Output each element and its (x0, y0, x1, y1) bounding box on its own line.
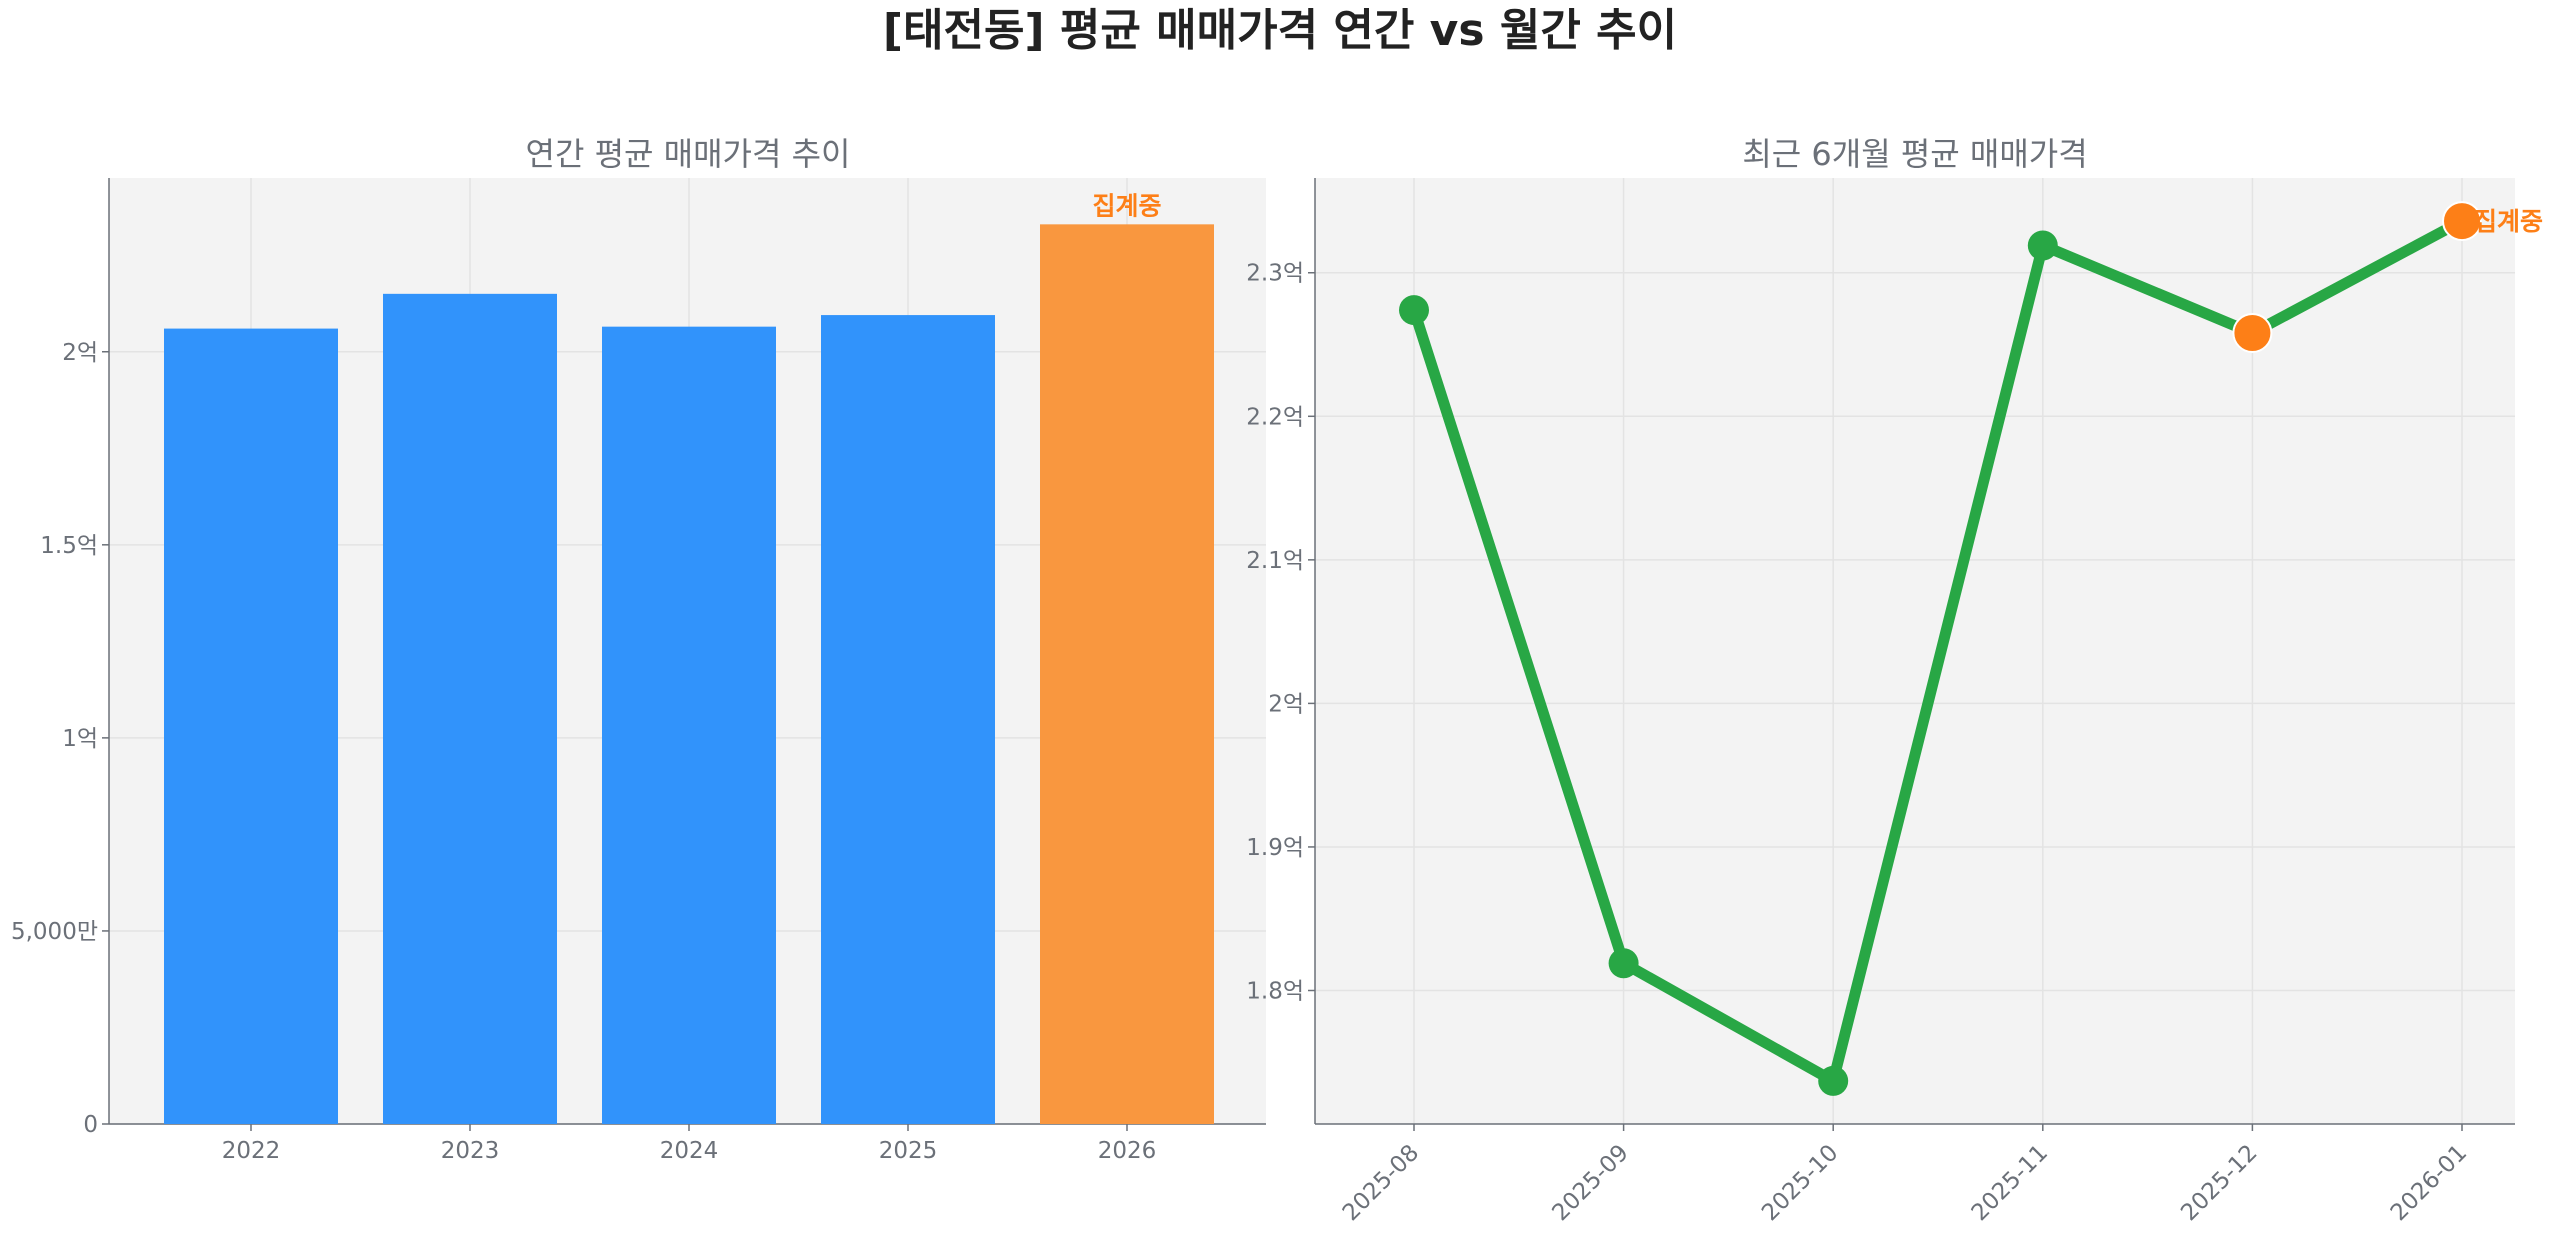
bar-2024 (602, 326, 776, 1125)
bar-2025 (821, 315, 995, 1124)
y-tick-label: 0 (83, 1112, 98, 1138)
point-2025-10 (1818, 1065, 1849, 1096)
bar-2026 (1040, 224, 1214, 1124)
plot-area (1315, 178, 2515, 1124)
point-2025-12 (2232, 313, 2273, 354)
monthly-chart-title: 최근 6개월 평균 매매가격 (1742, 135, 2087, 173)
point-2025-11 (2027, 230, 2058, 261)
bar-2022 (164, 328, 338, 1124)
x-tick-label: 2025 (879, 1138, 938, 1164)
y-tick-label: 2.3억 (1246, 261, 1304, 287)
y-tick-label: 2억 (1268, 691, 1304, 717)
x-tick-label: 2025-12 (2176, 1140, 2262, 1226)
y-tick-label: 2.2억 (1246, 404, 1304, 430)
y-tick-label: 1.9억 (1246, 835, 1304, 861)
bar-2023 (383, 293, 557, 1124)
point-2025-09 (1608, 948, 1639, 979)
annual-bar-chart: 0 5,000만 1억 1.5억 2억 2022 2023 2024 2025 2026 집계중 (11, 178, 1266, 1164)
x-tick-label: 2026-01 (2386, 1140, 2472, 1226)
x-tick-label: 2023 (441, 1138, 500, 1164)
x-tick-label: 2025-11 (1967, 1140, 2053, 1226)
point-2025-08 (1399, 295, 1429, 326)
point-2026-01 (2442, 201, 2482, 242)
x-tick-label: 2026 (1098, 1138, 1157, 1164)
y-tick-label: 2.1억 (1246, 548, 1304, 574)
y-tick-label: 1억 (62, 726, 98, 752)
monthly-line-chart: 1.8억 1.9억 2억 2.1억 2.2억 2.3억 2025-08 2025-09 2025… (1246, 178, 2543, 1226)
y-tick-label: 2억 (62, 340, 98, 366)
series-line (1408, 216, 2465, 1087)
annual-chart-title: 연간 평균 매매가격 추이 (526, 135, 851, 173)
partial-annotation: 집계중 (1092, 191, 1161, 220)
x-tick-label: 2025-10 (1757, 1140, 1843, 1226)
figure-title: [태전동] 평균 매매가격 연간 vs 월간 추이 (883, 5, 1677, 56)
y-tick-label: 1.5억 (40, 533, 98, 559)
y-tick-label: 1.8억 (1246, 978, 1304, 1004)
x-tick-label: 2025-09 (1547, 1140, 1633, 1226)
x-tick-label: 2024 (660, 1138, 719, 1164)
x-tick-label: 2022 (222, 1138, 281, 1164)
partial-annotation: 집계중 (2474, 207, 2543, 236)
y-tick-label: 5,000만 (11, 919, 98, 945)
x-tick-label: 2025-08 (1338, 1140, 1424, 1226)
